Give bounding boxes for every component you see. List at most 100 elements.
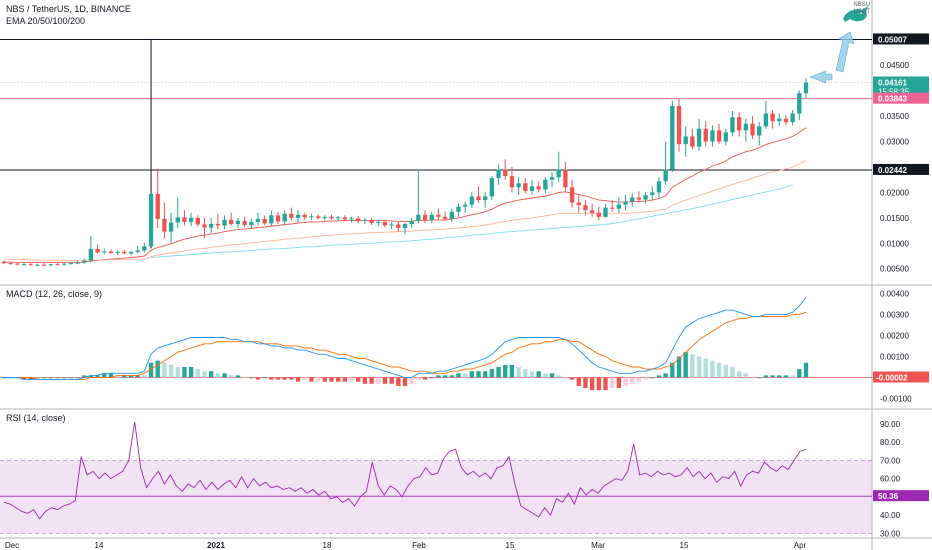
macd-histogram-bar <box>797 369 802 378</box>
macd-histogram-bar <box>589 377 595 391</box>
candle-body <box>730 117 735 133</box>
macd-histogram-bar <box>135 375 140 378</box>
rsi-band <box>0 460 872 534</box>
candle-body <box>757 126 762 136</box>
time-axis-label: 2021 <box>207 541 225 550</box>
macd-histogram-bar <box>396 377 401 386</box>
macd-histogram-bar <box>803 362 809 378</box>
candle-body <box>529 186 535 191</box>
macd-histogram-bar <box>82 375 87 378</box>
candle-body <box>783 118 789 123</box>
macd-histogram-bar <box>195 369 200 378</box>
macd-histogram-bar <box>382 377 388 384</box>
candle-body <box>777 118 782 122</box>
macd-histogram-bar <box>783 375 789 378</box>
candle-body <box>168 222 174 232</box>
candle-body <box>282 213 287 222</box>
macd-histogram-bar <box>436 375 441 378</box>
macd-histogram-bar <box>462 373 468 378</box>
rsi-current-label: 50.36 <box>878 492 899 501</box>
macd-histogram-bar <box>209 371 214 378</box>
candle-body <box>295 214 301 218</box>
macd-histogram-bar <box>536 371 541 378</box>
candle-body <box>543 179 548 190</box>
price-tick-label: 0.03500 <box>880 112 909 121</box>
candle-body <box>75 262 80 264</box>
macd-histogram-bar <box>162 362 167 378</box>
candle-body <box>683 136 688 145</box>
candle-body <box>663 169 668 182</box>
macd-histogram-bar <box>289 377 294 380</box>
macd-histogram-bar <box>102 373 107 378</box>
candle-body <box>409 220 414 224</box>
macd-histogram-bar <box>757 377 762 379</box>
macd-histogram-bar <box>262 377 267 379</box>
candle-body <box>750 123 755 136</box>
candle-body <box>188 217 194 222</box>
candle-body <box>402 223 408 229</box>
candle-body <box>309 216 314 218</box>
price-tick-label: 0.03000 <box>880 138 909 147</box>
macd-tick-label: 0.00200 <box>880 331 909 340</box>
macd-histogram-bar <box>48 377 53 379</box>
candle-body <box>249 221 254 225</box>
time-axis-label: Apr <box>794 541 807 550</box>
candle-body <box>21 264 27 266</box>
candle-body <box>429 214 434 220</box>
macd-histogram-bar <box>456 373 461 378</box>
macd-histogram-bar <box>583 377 588 389</box>
rsi-tick-label: 90.00 <box>880 420 901 429</box>
candle-body <box>636 197 642 200</box>
macd-histogram-bar <box>710 360 715 378</box>
rsi-current-badge <box>873 490 929 502</box>
candle-body <box>202 224 207 228</box>
candle-body <box>462 204 468 207</box>
candle-body <box>576 202 581 206</box>
ema-legend: EMA 20/50/100/200 <box>6 16 86 26</box>
macd-histogram-bar <box>603 377 608 391</box>
time-axis-label: Feb <box>412 541 426 550</box>
candle-body <box>596 212 601 217</box>
candle-body <box>322 216 327 218</box>
macd-histogram-bar <box>489 369 495 378</box>
candle-body <box>55 264 60 266</box>
candle-body <box>362 219 368 221</box>
candle-body <box>509 176 515 188</box>
macd-histogram-bar <box>422 377 428 380</box>
candle-body <box>696 128 702 147</box>
candle-body <box>48 264 53 266</box>
candle-body <box>88 248 94 261</box>
candle-body <box>108 251 114 253</box>
macd-line <box>4 297 807 381</box>
macd-histogram-bar <box>269 377 274 380</box>
time-axis-label: Mar <box>591 541 605 550</box>
candle-body <box>1 261 7 264</box>
macd-histogram-bar <box>235 375 241 378</box>
candle-body <box>122 251 127 254</box>
candle-body <box>556 169 561 178</box>
candle-body <box>489 178 495 197</box>
macd-histogram-bar <box>523 369 528 378</box>
candle-body <box>82 260 87 263</box>
macd-histogram-bar <box>41 377 47 379</box>
macd-histogram-bar <box>122 375 127 378</box>
macd-histogram-bar <box>696 356 702 378</box>
candle-body <box>255 218 261 222</box>
candle-body <box>382 221 388 226</box>
macd-histogram-bar <box>342 377 348 382</box>
macd-histogram-bar <box>476 371 481 378</box>
ema20-line <box>4 127 807 264</box>
candle-body <box>369 219 374 223</box>
macd-histogram-bar <box>148 362 154 378</box>
candle-body <box>182 217 187 222</box>
macd-histogram-bar <box>763 375 769 378</box>
macd-histogram-bar <box>636 377 642 382</box>
macd-histogram-bar <box>309 377 314 382</box>
candle-body <box>222 219 227 226</box>
macd-histogram-bar <box>362 377 368 384</box>
macd-histogram-bar <box>790 375 795 378</box>
macd-histogram-bar <box>175 366 180 378</box>
macd-histogram-bar <box>369 377 374 384</box>
macd-histogram-bar <box>61 377 67 379</box>
